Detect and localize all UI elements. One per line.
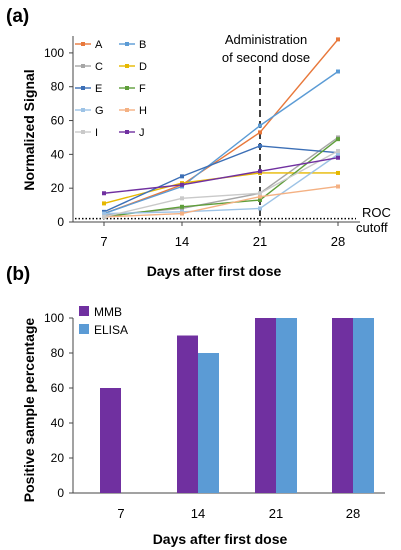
legend-label-j: J: [139, 127, 145, 139]
x-tick-label-b: 28: [346, 506, 360, 521]
x-tick-label-b: 7: [117, 506, 124, 521]
bar-mmb-14: [177, 335, 198, 493]
legend-marker-j: [125, 130, 129, 134]
data-point-j: [180, 182, 184, 187]
data-point-j: [336, 155, 340, 160]
y-tick-label-b: 0: [57, 486, 64, 500]
line-chart: 0 20 40 60 80 100 7 14 21 28 A B C D E F G H I J Administ…: [21, 32, 391, 279]
legend-label-b: B: [139, 39, 146, 51]
legend-a: A B C D E F G H I J: [75, 39, 147, 139]
data-point-b: [336, 69, 340, 74]
bar-mmb-7: [100, 388, 121, 493]
data-point-g: [258, 206, 262, 211]
legend-marker-f: [125, 86, 129, 90]
series-line-h: [103, 185, 339, 218]
legend-marker-b: [125, 42, 129, 46]
legend-marker-e: [81, 86, 85, 90]
legend-marker-i: [81, 130, 85, 134]
x-axis-title-a: Days after first dose: [147, 263, 282, 279]
y-axis-title-a: Normalized Signal: [21, 69, 37, 190]
x-tick-label-a: 14: [175, 234, 189, 249]
y-tick-label-b: 20: [51, 451, 65, 465]
data-point-g: [336, 152, 340, 157]
data-point-e: [180, 174, 184, 179]
second-dose-annotation-line1: Administration: [225, 32, 307, 47]
data-point-f: [258, 198, 262, 203]
data-point-i: [258, 191, 262, 196]
x-tick-label-b: 21: [269, 506, 283, 521]
x-tick-label-a: 28: [331, 234, 345, 249]
y-axis-title-b: Positive sample percentage: [21, 318, 37, 503]
y-tick-label-b: 40: [51, 416, 65, 430]
bar-elisa-21: [276, 318, 297, 493]
data-point-i: [102, 214, 106, 219]
legend-label-a: A: [95, 39, 103, 51]
second-dose-annotation-line2: of second dose: [222, 50, 310, 65]
legend-label-i: I: [95, 127, 98, 139]
series-line-i: [103, 150, 339, 218]
x-tick-label-b: 14: [191, 506, 205, 521]
data-point-d: [102, 201, 106, 206]
data-point-i: [180, 196, 184, 201]
legend-swatch-mmb: [79, 306, 89, 316]
bar-mmb-28: [332, 318, 353, 493]
roc-annotation-line2: cutoff: [356, 220, 388, 235]
series-line-a: [103, 38, 339, 215]
data-point-h: [258, 194, 262, 199]
data-point-d: [336, 170, 340, 175]
legend-swatch-elisa: [79, 324, 89, 334]
x-tick-label-a: 21: [253, 234, 267, 249]
data-point-e: [258, 143, 262, 148]
legend-marker-a: [81, 42, 85, 46]
data-point-b: [258, 123, 262, 128]
legend-marker-d: [125, 64, 129, 68]
series-line-j: [103, 157, 339, 194]
bar-mmb-21: [255, 318, 276, 493]
data-point-g: [102, 211, 106, 216]
y-tick-label-a: 60: [51, 114, 65, 128]
legend-label-elisa: ELISA: [94, 323, 128, 337]
x-axis-title-b: Days after first dose: [153, 531, 288, 547]
data-point-f: [336, 137, 340, 142]
legend-label-e: E: [95, 83, 102, 95]
bar-elisa-28: [353, 318, 374, 493]
series-line-b: [103, 70, 339, 215]
data-point-f: [180, 204, 184, 209]
legend-label-c: C: [95, 61, 103, 73]
roc-annotation-line1: ROC: [362, 205, 391, 220]
legend-label-mmb: MMB: [94, 305, 122, 319]
y-tick-label-a: 0: [57, 215, 64, 229]
x-tick-label-a: 7: [100, 234, 107, 249]
data-point-a: [336, 37, 340, 42]
legend-marker-h: [125, 108, 129, 112]
legend-label-d: D: [139, 61, 147, 73]
data-point-j: [258, 169, 262, 174]
panel-b-label: (b): [6, 264, 30, 285]
data-point-i: [336, 148, 340, 153]
y-tick-label-a: 80: [51, 80, 65, 94]
data-point-h: [180, 211, 184, 216]
legend-label-g: G: [95, 105, 104, 117]
data-point-a: [258, 130, 262, 135]
bar-elisa-14: [198, 353, 219, 493]
legend-marker-c: [81, 64, 85, 68]
panel-a-label: (a): [6, 6, 29, 27]
legend-b: MMB ELISA: [79, 305, 128, 337]
series-line-g: [103, 153, 339, 215]
bar-chart: 0 20 40 60 80 100 7 14 21 28 MMB ELISA Positive s…: [21, 305, 385, 547]
y-tick-label-b: 100: [44, 311, 64, 325]
series-line-e: [103, 145, 339, 213]
y-tick-label-b: 60: [51, 381, 65, 395]
y-tick-label-a: 40: [51, 147, 65, 161]
data-point-h: [336, 184, 340, 189]
legend-label-f: F: [139, 83, 146, 95]
y-tick-label-a: 100: [44, 46, 64, 60]
legend-label-h: H: [139, 105, 147, 117]
series-line-f: [103, 138, 339, 218]
legend-marker-g: [81, 108, 85, 112]
y-tick-label-b: 80: [51, 346, 65, 360]
data-point-j: [102, 191, 106, 196]
y-tick-label-a: 20: [51, 181, 65, 195]
